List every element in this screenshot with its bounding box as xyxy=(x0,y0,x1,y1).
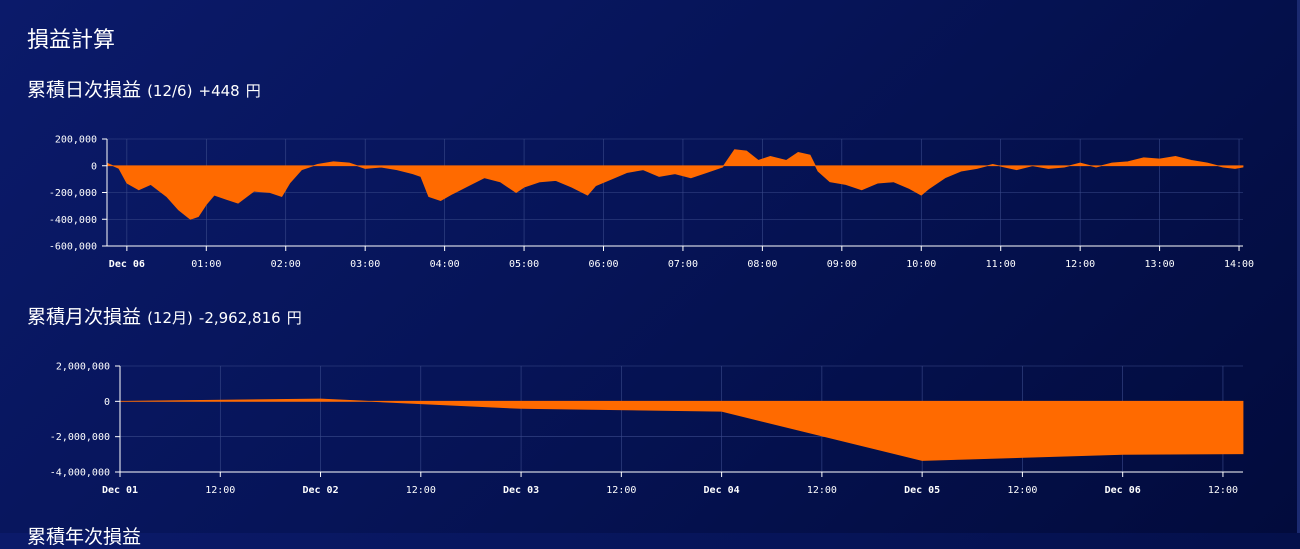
x-tick-label: 07:00 xyxy=(668,259,698,270)
y-tick-label: -2,000,000 xyxy=(50,432,110,443)
monthly-pnl-value: -2,962,816 xyxy=(198,309,281,327)
monthly-pnl-heading: 累積月次損益 (12月) -2,962,816 円 xyxy=(27,302,302,329)
y-tick-label: 200,000 xyxy=(55,135,97,146)
x-tick-label: 12:00 xyxy=(1208,485,1238,496)
x-tick-label: Dec 05 xyxy=(904,485,940,496)
y-tick-label: -600,000 xyxy=(49,242,97,253)
x-tick-label: 05:00 xyxy=(509,259,539,270)
x-tick-label: Dec 04 xyxy=(704,485,740,496)
daily-pnl-unit: 円 xyxy=(245,82,261,100)
y-tick-label: 0 xyxy=(104,397,110,408)
x-tick-label: 12:00 xyxy=(606,485,636,496)
x-tick-label: Dec 03 xyxy=(503,485,539,496)
y-tick-label: -4,000,000 xyxy=(50,468,110,479)
yearly-pnl-title: 累積年次損益 xyxy=(27,526,142,548)
x-tick-label: 01:00 xyxy=(191,259,221,270)
x-tick-label: 12:00 xyxy=(406,485,436,496)
x-tick-label: 04:00 xyxy=(430,259,460,270)
y-tick-label: 2,000,000 xyxy=(56,362,110,373)
pnl-area-series xyxy=(106,149,1244,220)
monthly-pnl-unit: 円 xyxy=(286,309,302,327)
x-tick-label: 13:00 xyxy=(1145,259,1175,270)
x-tick-label: 12:00 xyxy=(1065,259,1095,270)
x-tick-label: 08:00 xyxy=(747,259,777,270)
x-tick-label: 10:00 xyxy=(906,259,936,270)
scrollbar[interactable] xyxy=(1297,0,1300,533)
x-tick-label: Dec 02 xyxy=(302,485,338,496)
x-tick-label: 11:00 xyxy=(986,259,1016,270)
daily-pnl-value: +448 xyxy=(198,82,240,100)
monthly-pnl-title: 累積月次損益 xyxy=(27,306,142,328)
daily-pnl-heading: 累積日次損益 (12/6) +448 円 xyxy=(27,75,261,102)
monthly-pnl-chart: 2,000,000 0 -2,000,000 -4,000,000 Dec 01 12:0… xyxy=(50,362,1244,496)
x-tick-label: 14:00 xyxy=(1224,259,1254,270)
x-tick-label: 12:00 xyxy=(1007,485,1037,496)
x-tick-label: 09:00 xyxy=(827,259,857,270)
page-title: 損益計算 xyxy=(27,28,116,53)
yearly-pnl-heading: 累積年次損益 xyxy=(27,522,141,549)
x-tick-label: Dec 06 xyxy=(1105,485,1141,496)
x-tick-label: 02:00 xyxy=(271,259,301,270)
daily-pnl-title: 累積日次損益 xyxy=(27,79,142,101)
pnl-area-series xyxy=(119,398,1244,461)
x-tick-label: 12:00 xyxy=(807,485,837,496)
y-tick-label: -200,000 xyxy=(49,188,97,199)
monthly-pnl-period: (12月) xyxy=(147,309,193,327)
daily-pnl-period: (12/6) xyxy=(147,82,193,100)
x-tick-label: 06:00 xyxy=(588,259,618,270)
x-tick-label: 12:00 xyxy=(205,485,235,496)
daily-pnl-chart: 200,000 0 -200,000 -400,000 -600,000 Dec 06 01… xyxy=(49,135,1254,270)
x-tick-label: 03:00 xyxy=(350,259,380,270)
y-tick-label: -400,000 xyxy=(49,215,97,226)
x-tick-label: Dec 01 xyxy=(102,485,138,496)
x-tick-label: Dec 06 xyxy=(109,259,145,270)
y-tick-label: 0 xyxy=(91,161,97,172)
